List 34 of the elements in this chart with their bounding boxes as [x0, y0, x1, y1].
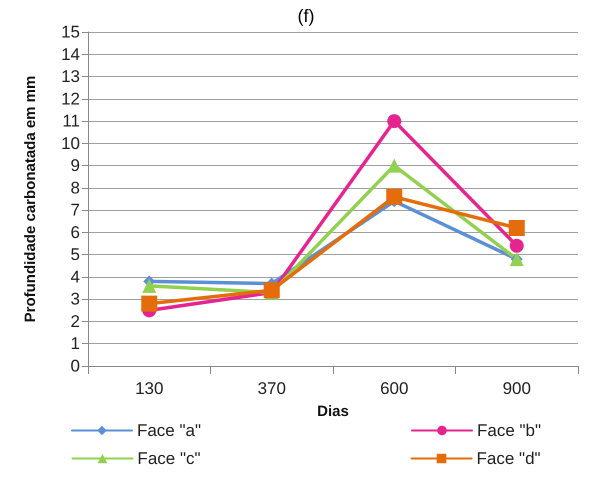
x-tick-label: 600 [380, 379, 408, 398]
y-tick-label: 6 [70, 222, 80, 242]
y-tick-label: 0 [70, 356, 80, 376]
chart-title: (f) [298, 6, 314, 26]
legend-label: Face "d" [476, 449, 541, 468]
y-tick-label: 4 [70, 267, 80, 286]
point [387, 158, 402, 173]
y-tick-label: 13 [61, 67, 80, 86]
x-tick-label: 370 [258, 379, 286, 398]
x-tick-label: 900 [502, 379, 531, 398]
y-tick-label: 5 [70, 245, 80, 264]
point [510, 238, 524, 253]
y-tick-label: 3 [70, 290, 80, 309]
legend-label: Face "c" [137, 449, 201, 468]
y-tick-label: 11 [62, 112, 80, 131]
legend-label: Face "a" [136, 421, 202, 440]
point [387, 114, 402, 128]
x-tick-label: 130 [135, 379, 164, 398]
y-tick-label: 8 [70, 178, 80, 198]
y-axis-title: Profundidade carbonatada em mm [22, 76, 39, 322]
legend-label: Face "b" [477, 421, 542, 440]
x-axis-title: Dias [317, 403, 349, 420]
point [142, 278, 156, 293]
y-tick-label: 10 [61, 134, 80, 153]
point [141, 296, 158, 312]
y-tick-label: 7 [70, 200, 80, 220]
y-tick-label: 1 [70, 334, 80, 354]
y-tick-label: 2 [70, 312, 80, 331]
point [386, 188, 402, 205]
y-tick-label: 12 [61, 89, 80, 108]
y-tick-label: 14 [61, 44, 80, 64]
y-tick-label: 15 [61, 22, 80, 42]
point [508, 220, 525, 236]
y-tick-label: 9 [70, 156, 80, 176]
